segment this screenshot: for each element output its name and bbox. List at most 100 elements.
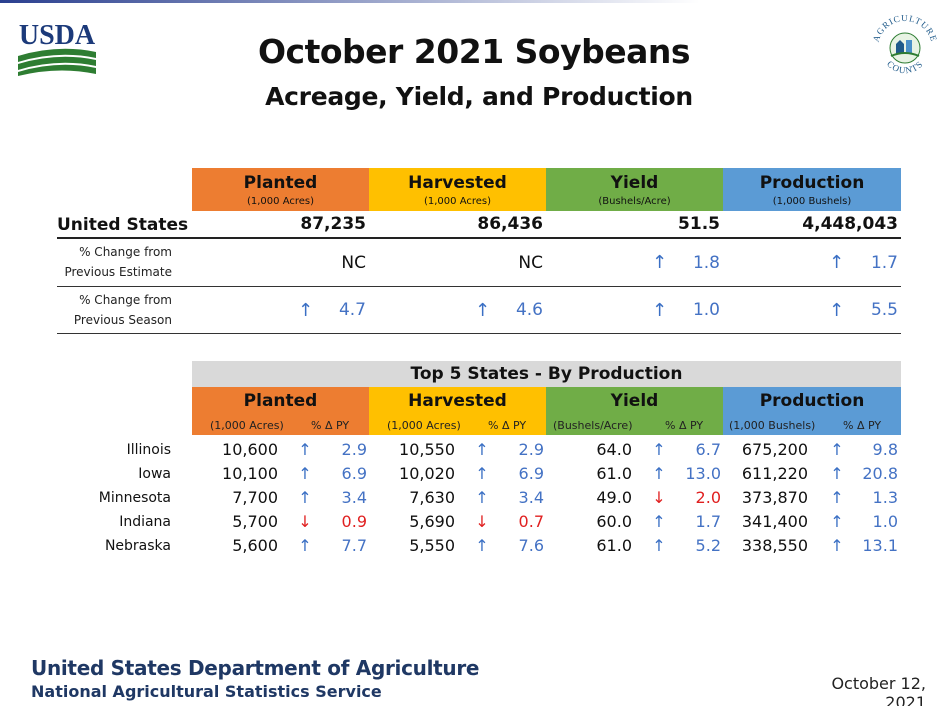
states-header-harvested: Harvested (369, 387, 546, 413)
table-cell-value: 611,220 (741, 464, 808, 483)
table-cell-value: 5,550 (409, 536, 455, 555)
estimate-yield-value: 1.8 (692, 253, 720, 273)
divider (57, 237, 901, 239)
table-cell-value: 10,600 (222, 440, 278, 459)
arrow-up-icon: ↑ (652, 464, 666, 483)
header-planted: Planted (1,000 Acres) (192, 168, 369, 211)
arrow-up-icon: ↑ (830, 440, 844, 459)
page-subtitle: Acreage, Yield, and Production (265, 82, 693, 111)
state-name: Minnesota (98, 490, 171, 506)
arrow-up-icon: ↑ (830, 488, 844, 507)
us-planted-value: 87,235 (300, 214, 366, 234)
table-cell-value: 61.0 (596, 464, 632, 483)
season-planted-value: 4.7 (338, 300, 366, 320)
sub-harvested-unit: (1,000 Acres) (387, 419, 461, 432)
table-cell-value: 5,690 (409, 512, 455, 531)
arrow-up-icon: ↑ (475, 440, 489, 459)
arrow-up-icon: ↑ (298, 536, 312, 555)
agriculture-counts-logo: AGRICULTURE COUNTS (871, 13, 939, 76)
table-cell-value: 64.0 (596, 440, 632, 459)
page-title: October 2021 Soybeans (257, 32, 691, 71)
header-harvested-label: Harvested (408, 173, 507, 193)
us-yield-value: 51.5 (678, 214, 720, 234)
season-harvested-value: 4.6 (515, 300, 543, 320)
table-cell-pct-change: 6.9 (518, 464, 544, 483)
states-header-yield: Yield (546, 387, 723, 413)
sub-production-unit: (1,000 Bushels) (729, 419, 816, 432)
top-band (0, 0, 948, 6)
arrow-up-icon: ↑ (298, 440, 312, 459)
table-cell-value: 10,550 (399, 440, 455, 459)
table-cell-pct-change: 7.7 (341, 536, 367, 555)
season-yield-value: 1.0 (692, 300, 720, 320)
sub-production-pct: % Δ PY (843, 419, 882, 432)
usda-logo: USDA (18, 20, 96, 76)
state-name: Indiana (119, 514, 171, 530)
table-cell-value: 675,200 (741, 440, 808, 459)
table-cell-value: 7,700 (232, 488, 278, 507)
arrow-up-icon: ↑ (475, 464, 489, 483)
change-season-label-line1: % Change from (79, 293, 172, 307)
estimate-production-value: 1.7 (870, 253, 898, 273)
change-estimate-label: % Change from Previous Estimate (60, 242, 172, 282)
state-name: Illinois (126, 442, 171, 458)
table-cell-pct-change: 0.9 (341, 512, 367, 531)
arrow-up-icon: ↑ (652, 440, 666, 459)
table-cell-pct-change: 13.1 (862, 536, 898, 555)
sub-yield-pct: % Δ PY (665, 419, 704, 432)
table-cell-value: 338,550 (741, 536, 808, 555)
estimate-harvested-value: NC (518, 253, 543, 273)
footer-agency: National Agricultural Statistics Service (31, 682, 382, 701)
arrow-up-icon: ↑ (652, 512, 666, 531)
us-harvested-value: 86,436 (477, 214, 543, 234)
state-name: Nebraska (104, 538, 171, 554)
table-cell-value: 341,400 (741, 512, 808, 531)
logo-counts-text: COUNTS (885, 59, 924, 76)
table-cell-pct-change: 1.7 (695, 512, 721, 531)
us-production-value: 4,448,043 (802, 214, 898, 234)
table-cell-value: 7,630 (409, 488, 455, 507)
arrow-down-icon: ↓ (652, 488, 666, 507)
arrow-down-icon: ↓ (475, 512, 489, 531)
table-cell-pct-change: 6.7 (695, 440, 721, 459)
header-harvested-unit: (1,000 Acres) (423, 196, 492, 207)
table-cell-value: 49.0 (596, 488, 632, 507)
sub-planted-pct: % Δ PY (311, 419, 350, 432)
table-cell-pct-change: 1.3 (872, 488, 898, 507)
estimate-planted-value: NC (341, 253, 366, 273)
top-band-line (0, 0, 700, 3)
arrow-up-icon: ↑ (298, 464, 312, 483)
change-estimate-label-line2: Previous Estimate (64, 265, 172, 279)
header-harvested: Harvested (1,000 Acres) (369, 168, 546, 211)
states-sub-planted: (1,000 Acres) % Δ PY (192, 413, 369, 435)
change-season-label: % Change from Previous Season (60, 290, 172, 330)
states-sub-harvested: (1,000 Acres) % Δ PY (369, 413, 546, 435)
states-sub-production: (1,000 Bushels) % Δ PY (723, 413, 901, 435)
table-cell-pct-change: 5.2 (695, 536, 721, 555)
table-cell-value: 373,870 (741, 488, 808, 507)
header-planted-unit: (1,000 Acres) (246, 196, 315, 207)
header-yield: Yield (Bushels/Acre) (546, 168, 723, 211)
arrow-up-icon: ↑ (829, 300, 845, 321)
top5-title: Top 5 States - By Production (192, 361, 901, 387)
header-production-label: Production (759, 173, 865, 193)
table-cell-value: 5,700 (232, 512, 278, 531)
table-cell-value: 10,100 (222, 464, 278, 483)
sub-harvested-pct: % Δ PY (488, 419, 527, 432)
footer-date: October 12, 2021 (831, 674, 926, 706)
header-yield-label: Yield (610, 173, 659, 193)
us-row-label: United States (57, 215, 189, 235)
svg-text:COUNTS: COUNTS (885, 59, 925, 76)
arrow-down-icon: ↓ (298, 512, 312, 531)
header-production: Production (1,000 Bushels) (723, 168, 901, 211)
table-cell-pct-change: 13.0 (685, 464, 721, 483)
table-cell-value: 60.0 (596, 512, 632, 531)
change-estimate-label-line1: % Change from (79, 245, 172, 259)
arrow-up-icon: ↑ (298, 488, 312, 507)
table-cell-value: 61.0 (596, 536, 632, 555)
arrow-up-icon: ↑ (830, 464, 844, 483)
table-cell-pct-change: 3.4 (518, 488, 544, 507)
table-cell-pct-change: 6.9 (341, 464, 367, 483)
arrow-up-icon: ↑ (475, 536, 489, 555)
table-cell-pct-change: 1.0 (872, 512, 898, 531)
